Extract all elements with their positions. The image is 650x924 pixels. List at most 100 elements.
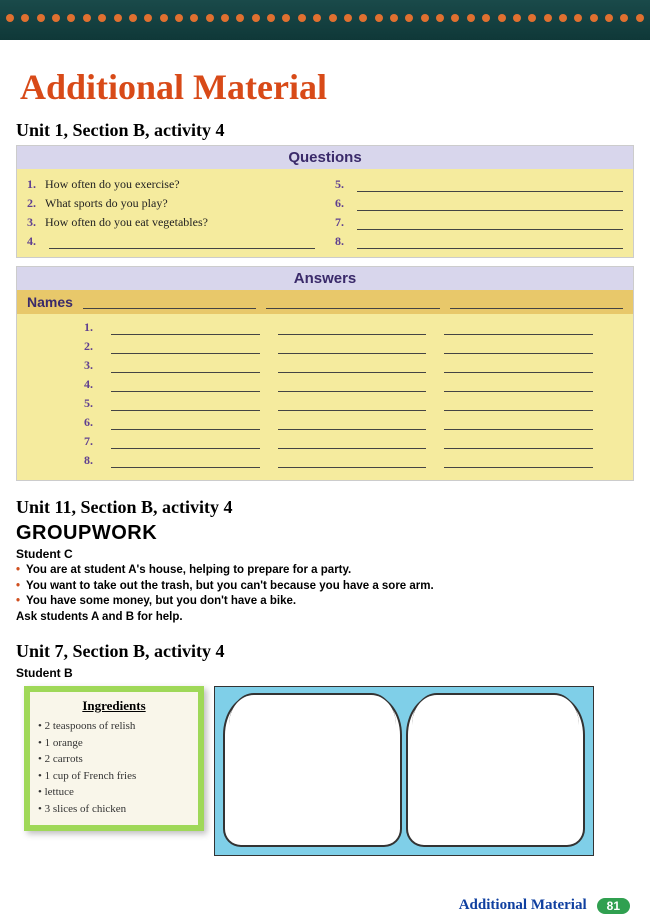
ingredients-title: Ingredients: [38, 698, 190, 714]
blank-line: [278, 418, 427, 430]
ask-line: Ask students A and B for help.: [16, 610, 630, 626]
questions-label: Questions: [17, 146, 633, 169]
header-dot: [451, 14, 459, 22]
blank-line: [357, 218, 623, 230]
blank-line: [357, 180, 623, 192]
header-dot: [620, 14, 628, 22]
header-dot: [482, 14, 490, 22]
blank-line: [278, 380, 427, 392]
blank-line: [278, 399, 427, 411]
header-dot: [67, 14, 75, 22]
header-dot: [344, 14, 352, 22]
blank-line: [278, 342, 427, 354]
ingredient-item: 1 cup of French fries: [38, 768, 190, 785]
question-number: 1.: [27, 177, 41, 192]
question-text: How often do you exercise?: [45, 177, 180, 192]
bullet-line: • You want to take out the trash, but yo…: [16, 579, 630, 595]
answer-row: 5.: [77, 394, 593, 413]
question-number: 2.: [27, 196, 41, 211]
header-dot: [190, 14, 198, 22]
bread-slice: [223, 695, 402, 847]
question-number: 5.: [335, 177, 349, 192]
ingredient-item: 1 orange: [38, 735, 190, 752]
blank-line: [111, 399, 260, 411]
header-dot: [636, 14, 644, 22]
header-dot: [421, 14, 429, 22]
answer-number: 3.: [77, 358, 93, 373]
student-b-label: Student B: [16, 666, 650, 680]
header-dot: [590, 14, 598, 22]
questions-block: Questions 1. How often do you exercise? 2.…: [16, 145, 634, 258]
header-dot: [298, 14, 306, 22]
bullet-icon: •: [16, 564, 20, 576]
blank-line: [444, 418, 593, 430]
header-dot: [359, 14, 367, 22]
question-number: 8.: [335, 234, 349, 249]
answer-number: 7.: [77, 434, 93, 449]
ingredient-item: 2 teaspoons of relish: [38, 718, 190, 735]
ingredient-item: 2 carrots: [38, 751, 190, 768]
blank-line: [278, 456, 427, 468]
blank-line: [111, 456, 260, 468]
header-dot: [52, 14, 60, 22]
question-number: 6.: [335, 196, 349, 211]
page-number: 81: [597, 898, 630, 914]
header-dot: [206, 14, 214, 22]
question-row: 2.What sports do you play?: [27, 194, 315, 213]
header-dot: [114, 14, 122, 22]
blank-line: [444, 323, 593, 335]
blank-line: [444, 456, 593, 468]
header-dot: [313, 14, 321, 22]
answers-body: 1.2.3.4.5.6.7.8.: [17, 314, 633, 480]
header-dot: [390, 14, 398, 22]
answer-row: 3.: [77, 356, 593, 375]
bread-slice: [406, 695, 585, 847]
ingredient-item: lettuce: [38, 784, 190, 801]
groupwork-bullets: • You are at student A's house, helping …: [16, 563, 630, 625]
question-row: 5.: [335, 175, 623, 194]
answer-number: 2.: [77, 339, 93, 354]
question-row: 3.How often do you eat vegetables?: [27, 213, 315, 232]
header-dot: [574, 14, 582, 22]
header-dot: [37, 14, 45, 22]
blank-line: [111, 380, 260, 392]
names-line: [83, 295, 256, 309]
names-row: Names: [17, 290, 633, 314]
header-dot: [282, 14, 290, 22]
unit11-heading: Unit 11, Section B, activity 4: [16, 497, 650, 518]
question-row: 7.: [335, 213, 623, 232]
header-dot: [329, 14, 337, 22]
header-dot: [129, 14, 137, 22]
blank-line: [111, 361, 260, 373]
header-dot: [436, 14, 444, 22]
header-dot: [267, 14, 275, 22]
unit1-heading: Unit 1, Section B, activity 4: [16, 120, 650, 141]
blank-line: [357, 199, 623, 211]
header-dot: [467, 14, 475, 22]
header-dot: [513, 14, 521, 22]
question-number: 7.: [335, 215, 349, 230]
answer-row: 7.: [77, 432, 593, 451]
question-row: 4.: [27, 232, 315, 251]
header-dot: [144, 14, 152, 22]
blank-line: [444, 399, 593, 411]
header-dot: [98, 14, 106, 22]
header-dot: [375, 14, 383, 22]
page-title: Additional Material: [20, 66, 650, 108]
blank-line: [111, 437, 260, 449]
header-dot: [605, 14, 613, 22]
student-c-label: Student C: [16, 547, 650, 561]
answer-row: 1.: [77, 318, 593, 337]
header-dot: [6, 14, 14, 22]
header-dot: [498, 14, 506, 22]
answer-number: 5.: [77, 396, 93, 411]
blank-line: [111, 342, 260, 354]
question-number: 4.: [27, 234, 41, 249]
answer-row: 8.: [77, 451, 593, 470]
answer-number: 8.: [77, 453, 93, 468]
blank-line: [278, 361, 427, 373]
question-row: 1. How often do you exercise?: [27, 175, 315, 194]
header-dot: [405, 14, 413, 22]
blank-line: [278, 323, 427, 335]
ingredients-list: 2 teaspoons of relish1 orange2 carrots1 …: [38, 718, 190, 817]
